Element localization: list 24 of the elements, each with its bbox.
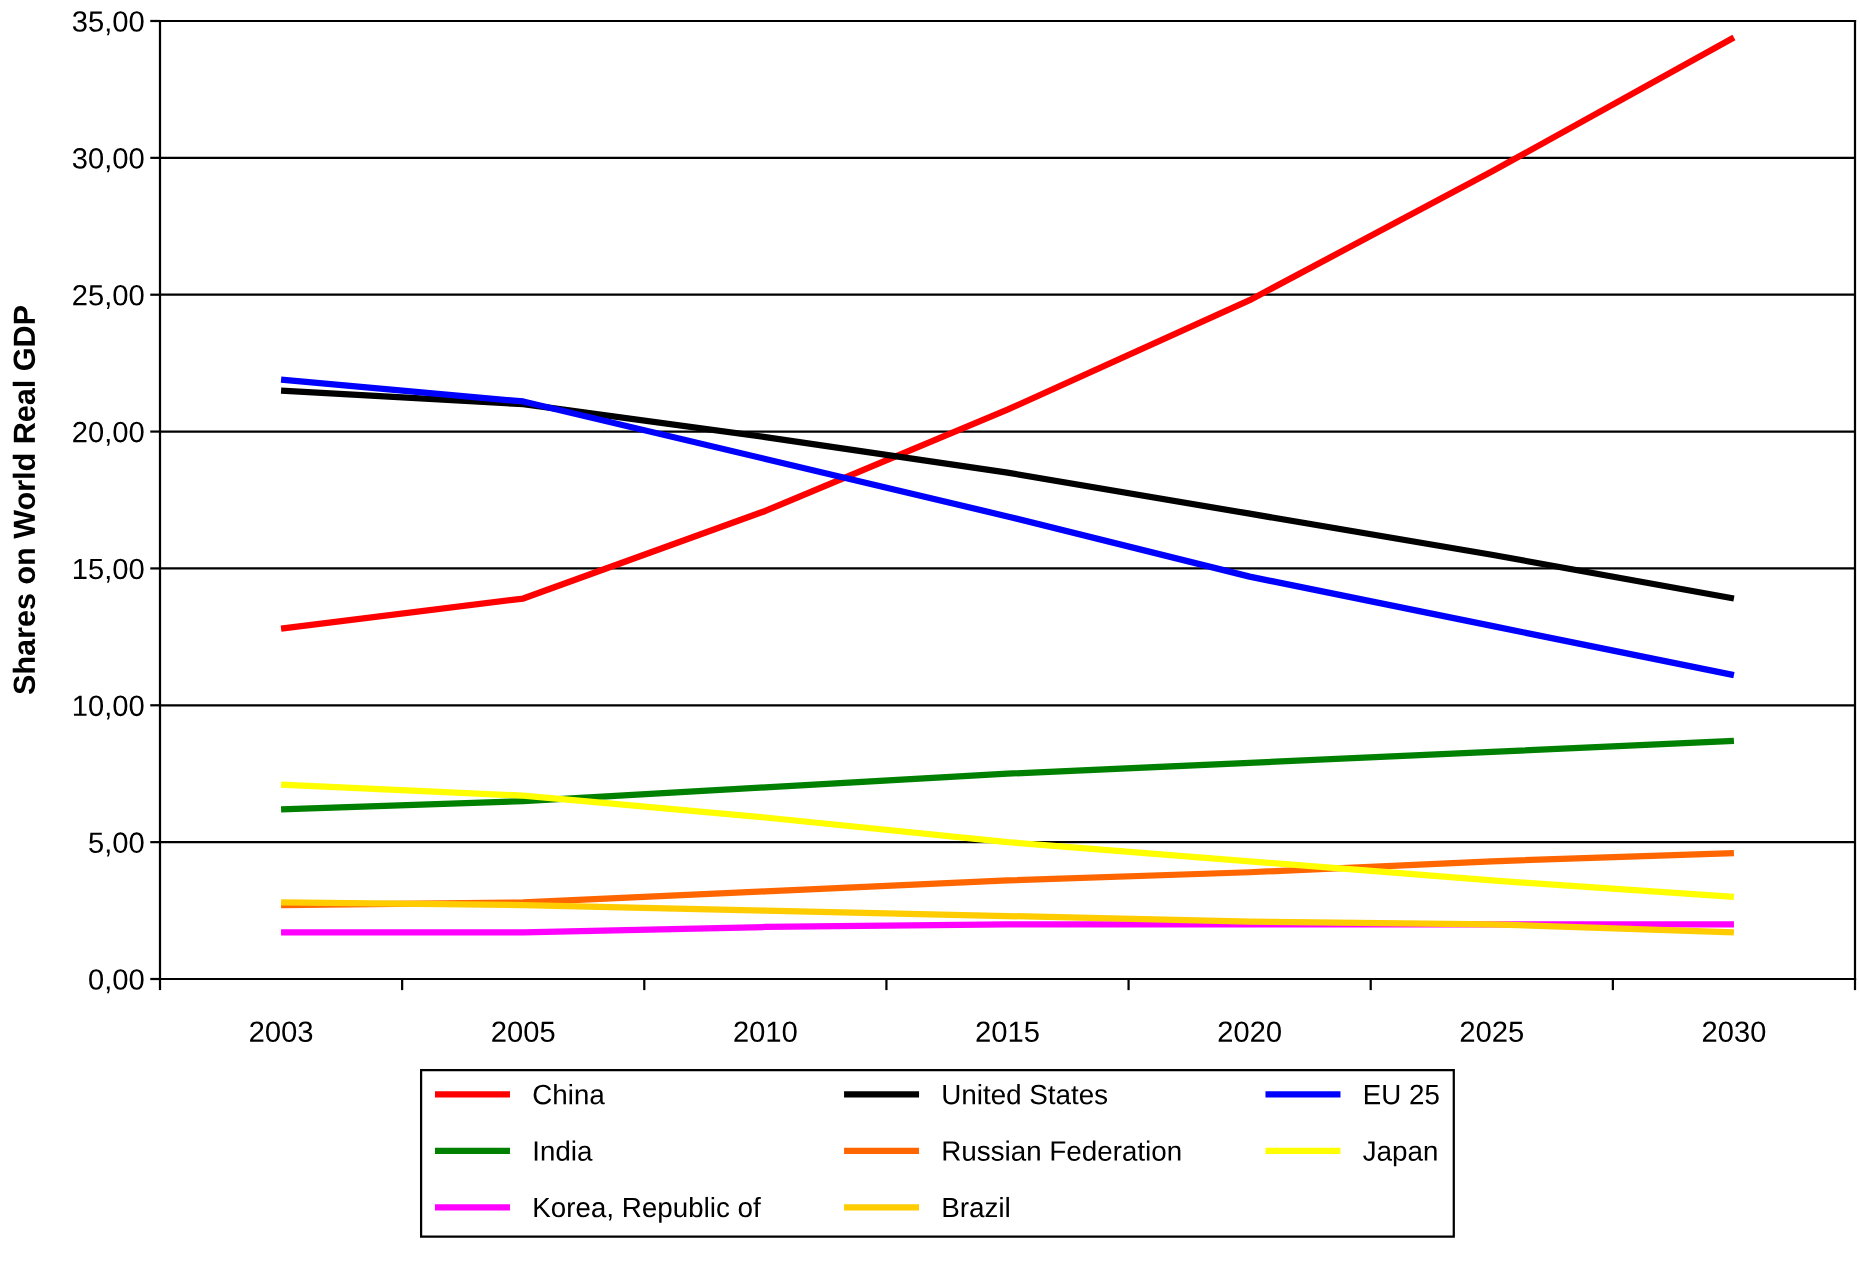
y-tick-label: 15,00: [73, 558, 144, 583]
legend-label: India: [534, 1140, 593, 1161]
x-tick-label: 2020: [1218, 1021, 1281, 1043]
y-tick-label: 25,00: [73, 284, 144, 310]
legend-label: United States: [943, 1084, 1108, 1105]
x-tick-label: 2005: [492, 1021, 555, 1043]
legend-label: China: [533, 1084, 605, 1105]
legend-label: Brazil: [943, 1196, 1009, 1218]
y-axis-title: Shares on World Real GDP: [12, 306, 36, 695]
x-tick-label: 2003: [250, 1021, 313, 1043]
y-tick-label: 30,00: [72, 148, 144, 173]
legend-label: Korea, Republic of: [534, 1196, 761, 1223]
y-tick-label: 35,00: [72, 11, 144, 36]
legend-label: EU 25: [1364, 1084, 1439, 1105]
legend-label: Japan: [1363, 1141, 1437, 1167]
legend-label: Russian Federation: [943, 1140, 1181, 1161]
y-tick-label: 20,00: [73, 421, 144, 446]
x-tick-label: 2030: [1702, 1021, 1766, 1043]
x-tick-label: 2025: [1460, 1021, 1524, 1043]
y-tick-label: 0,00: [89, 969, 144, 994]
x-tick-label: 2015: [976, 1021, 1039, 1043]
y-tick-label: 10,00: [73, 695, 144, 720]
y-tick-label: 5,00: [89, 832, 144, 857]
x-tick-label: 2010: [734, 1021, 797, 1043]
